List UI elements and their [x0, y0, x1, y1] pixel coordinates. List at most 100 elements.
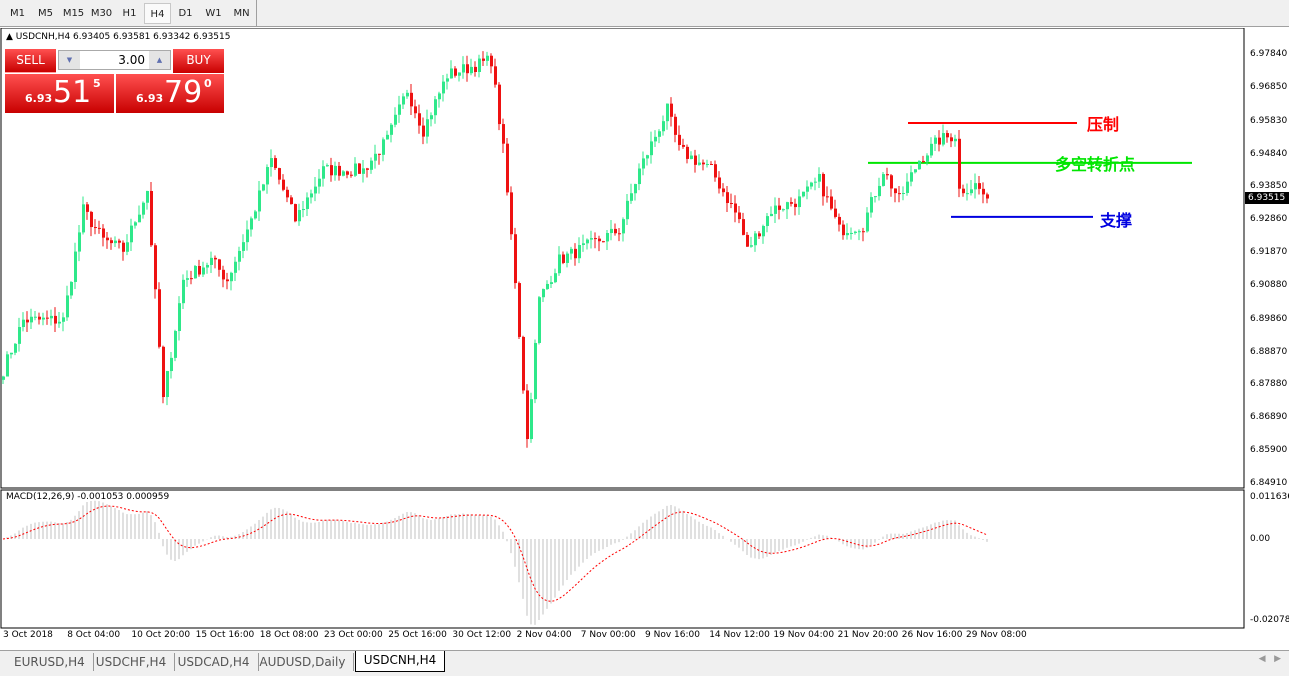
price-chart[interactable]	[0, 28, 1287, 648]
candle-body	[98, 227, 101, 229]
macd-signal-line	[2, 505, 988, 602]
tab-audusd-daily[interactable]: AUDUSD,Daily	[251, 653, 355, 671]
candle-body	[426, 119, 429, 137]
candle-body	[494, 66, 497, 85]
candle-body	[786, 202, 789, 210]
candle-body	[438, 93, 441, 100]
candle-body	[822, 173, 825, 197]
timeframe-m30[interactable]: M30	[90, 8, 113, 19]
macd-axis-max: 0.011636	[1250, 492, 1289, 502]
candle-body	[50, 315, 53, 319]
tab-usdchf-h4[interactable]: USDCHF,H4	[88, 653, 176, 671]
tab-usdcnh-h4[interactable]: USDCNH,H4	[354, 651, 446, 672]
candle-body	[210, 257, 213, 265]
candle-body	[82, 204, 85, 233]
candle-body	[642, 158, 645, 169]
candle-body	[554, 273, 557, 283]
candle-body	[670, 103, 673, 117]
timeframe-w1[interactable]: W1	[205, 8, 222, 19]
sell-button[interactable]: SELL	[5, 49, 56, 73]
candle-body	[398, 104, 401, 115]
candle-body	[406, 92, 409, 97]
candle-body	[878, 185, 881, 197]
buy-button[interactable]: BUY	[173, 49, 224, 73]
time-tick: 8 Oct 04:00	[67, 630, 121, 640]
tab-usdcad-h4[interactable]: USDCAD,H4	[170, 653, 259, 671]
timeframe-toolbar: M1 M5 M15 M30 H1 H4 D1 W1 MN	[0, 0, 1289, 27]
timeframe-d1[interactable]: D1	[178, 8, 193, 19]
price-tick: 6.95830	[1250, 115, 1288, 126]
candle-body	[502, 124, 505, 144]
price-tick: 6.94840	[1250, 148, 1288, 159]
candle-body	[278, 168, 281, 180]
candle-body	[506, 143, 509, 193]
timeframe-h1[interactable]: H1	[122, 8, 137, 19]
price-tick: 6.92860	[1250, 214, 1288, 225]
time-tick: 18 Oct 08:00	[259, 630, 319, 640]
price-tick: 6.89860	[1250, 313, 1288, 324]
candle-body	[154, 245, 157, 290]
time-tick: 26 Nov 16:00	[901, 630, 963, 640]
candle-body	[94, 227, 97, 229]
time-tick: 10 Oct 20:00	[131, 630, 191, 640]
candle-body	[722, 188, 725, 193]
candle-body	[86, 204, 89, 212]
candle-body	[534, 342, 537, 400]
candle-body	[270, 158, 273, 168]
candle-body	[646, 155, 649, 159]
candle-body	[662, 121, 665, 132]
timeframe-m15[interactable]: M15	[62, 8, 85, 19]
candle-body	[886, 174, 889, 176]
timeframe-h4[interactable]: H4	[144, 3, 171, 24]
candle-body	[174, 331, 177, 358]
lot-size-stepper[interactable]: ▼ 3.00 ▲	[58, 50, 171, 70]
candle-body	[622, 219, 625, 234]
candle-body	[654, 136, 657, 142]
candle-body	[486, 55, 489, 61]
candle-body	[214, 257, 217, 260]
candle-body	[590, 238, 593, 240]
candle-body	[802, 191, 805, 197]
candle-body	[938, 137, 941, 145]
annotation-lines	[868, 122, 1192, 218]
candle-body	[302, 208, 305, 211]
candle-body	[950, 137, 953, 142]
candle-body	[846, 233, 849, 236]
price-tick: 6.91870	[1250, 247, 1288, 258]
candle-body	[602, 241, 605, 243]
candle-body	[862, 231, 865, 233]
sell-price-button[interactable]: 6.93 51 5	[5, 74, 114, 113]
candle-body	[774, 205, 777, 214]
candle-body	[714, 164, 717, 178]
timeframe-m5[interactable]: M5	[38, 8, 53, 19]
candle-body	[186, 278, 189, 280]
candle-body	[462, 64, 465, 73]
candle-body	[130, 225, 133, 243]
candle-body	[238, 250, 241, 262]
tab-eurusd-h4[interactable]: EURUSD,H4	[6, 653, 94, 671]
time-tick: 23 Oct 00:00	[324, 630, 383, 640]
candle-body	[738, 212, 741, 220]
candle-body	[550, 282, 553, 284]
lot-size-input[interactable]: 3.00	[118, 53, 145, 67]
candle-body	[194, 266, 197, 279]
timeframe-mn[interactable]: MN	[233, 8, 250, 19]
candle-body	[490, 55, 493, 67]
timeframe-m1[interactable]: M1	[10, 8, 25, 19]
candle-body	[274, 158, 277, 169]
candle-body	[166, 371, 169, 398]
buy-price-button[interactable]: 6.93 79 0	[116, 74, 224, 113]
candle-body	[134, 222, 137, 226]
candle-body	[730, 203, 733, 205]
candle-body	[434, 99, 437, 116]
candle-body	[666, 103, 669, 122]
one-click-trading-panel: SELL ▼ 3.00 ▲ BUY 6.93 51 5 6.93 79 0	[5, 49, 224, 113]
tab-scroll-arrows[interactable]: ◀ ▶	[1258, 654, 1281, 664]
candle-body	[890, 175, 893, 189]
chevron-up-icon[interactable]: ▲	[149, 51, 170, 69]
chevron-down-icon[interactable]: ▼	[59, 51, 80, 69]
candle-body	[566, 253, 569, 263]
candle-body	[574, 248, 577, 259]
candle-body	[46, 317, 49, 319]
candle-body	[942, 133, 945, 145]
